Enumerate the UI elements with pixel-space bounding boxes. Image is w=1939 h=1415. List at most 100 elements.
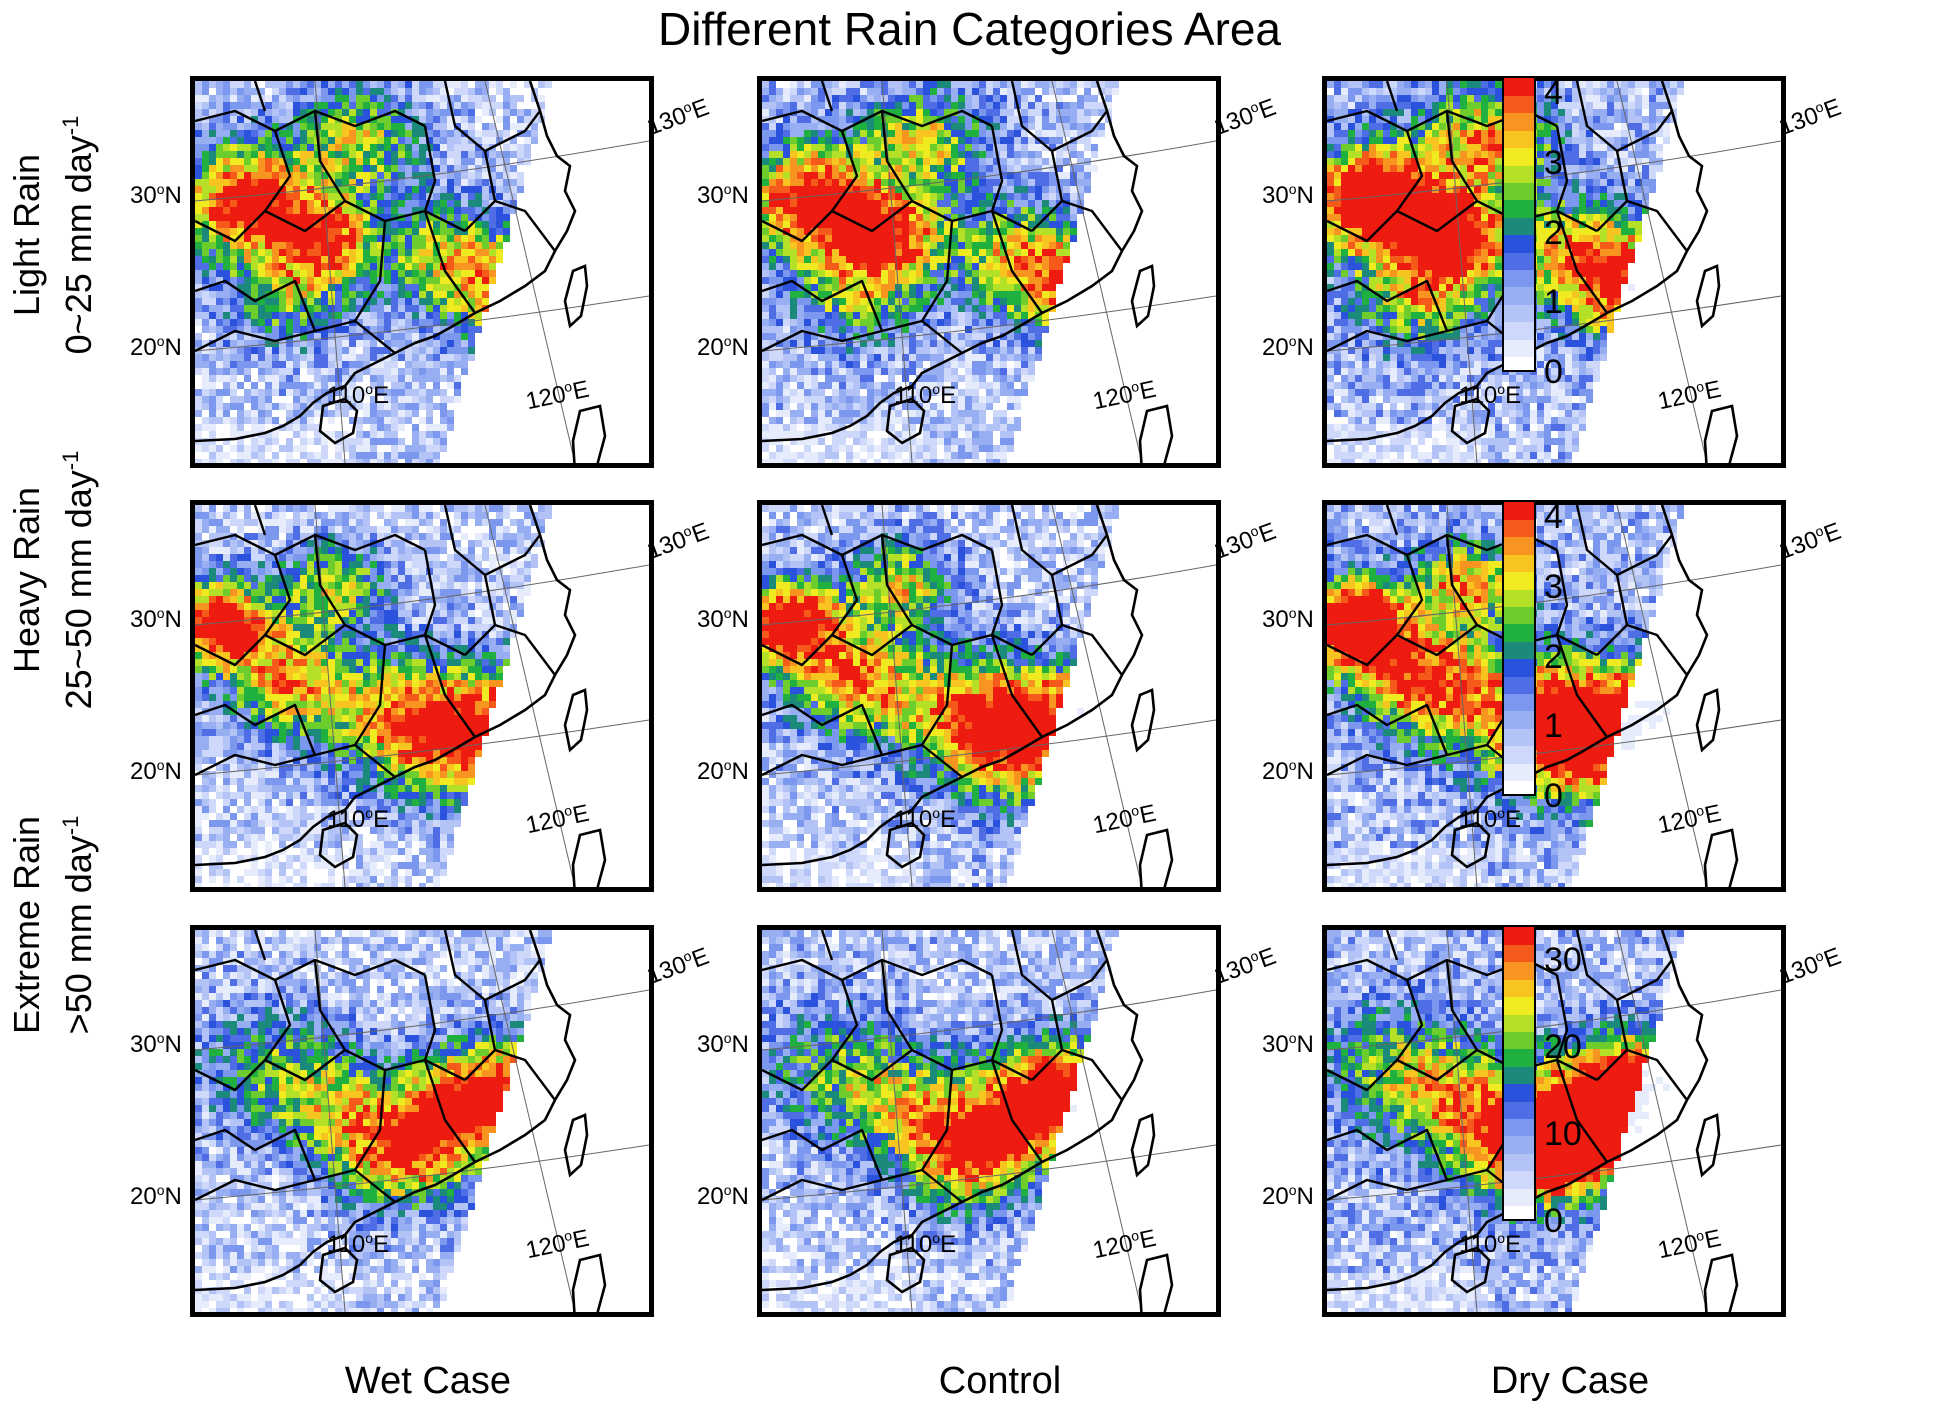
province-boundaries <box>195 505 556 778</box>
luzon-island <box>1703 404 1739 463</box>
colorbar-tick: 3 <box>1544 146 1563 180</box>
hainan-island <box>318 821 359 869</box>
lon-tick-110e: 110oE <box>327 376 389 409</box>
column-label-wet: Wet Case <box>228 1360 628 1403</box>
colorbar-segment <box>1504 536 1534 555</box>
map-panel-light-wet <box>190 76 654 468</box>
colorbar-tick: 1 <box>1544 285 1563 319</box>
colorbar-segment <box>1504 1066 1534 1085</box>
taiwan-island <box>1130 264 1156 329</box>
colorbar-segment <box>1504 571 1534 590</box>
colorbar-segment <box>1504 269 1534 288</box>
colorbar-segment <box>1504 339 1534 358</box>
taiwan-island <box>1695 1113 1721 1178</box>
colorbar-segment <box>1504 1205 1534 1219</box>
map-panel-light-dry <box>1322 76 1786 468</box>
colorbar-segment <box>1504 1014 1534 1032</box>
coastline <box>1327 930 1709 1292</box>
luzon-island <box>1138 404 1174 463</box>
colorbar-segment <box>1504 1101 1534 1120</box>
coastline <box>195 81 577 443</box>
lat-tick-20n: 20oN <box>130 752 182 785</box>
luzon-island <box>1703 1253 1739 1312</box>
taiwan-island <box>563 264 589 329</box>
lon-tick-110e: 110oE <box>894 1225 956 1258</box>
province-boundaries <box>195 81 556 354</box>
lat-tick-20n: 20oN <box>1262 328 1314 361</box>
colorbar-segment <box>1504 1031 1534 1050</box>
colorbar-tick: 20 <box>1544 1030 1582 1064</box>
colorbar-segment <box>1504 763 1534 782</box>
lat-tick-30n: 30oN <box>1262 176 1314 209</box>
row-label-extreme-line2: >50 mm day-1 <box>49 745 101 1105</box>
colorbar-segment <box>1504 554 1534 573</box>
luzon-island <box>571 1253 607 1312</box>
colorbar-segment <box>1504 217 1534 236</box>
lat-tick-30n: 30oN <box>697 600 749 633</box>
coastline <box>762 930 1144 1292</box>
colorbar-segment <box>1504 927 1534 945</box>
colorbar-segment <box>1504 112 1534 131</box>
rain-field <box>762 505 1216 887</box>
colorbar-segment <box>1504 1118 1534 1137</box>
map-panel-heavy-control <box>757 500 1221 892</box>
rain-field <box>1327 81 1781 463</box>
row-label-light: Light Rain 0~25 mm day-1 <box>5 55 99 415</box>
province-boundaries <box>762 81 1123 354</box>
colorbar-segment <box>1504 147 1534 166</box>
colorbar-segment <box>1504 589 1534 607</box>
lat-tick-30n: 30oN <box>1262 600 1314 633</box>
colorbar-tick: 0 <box>1544 779 1563 813</box>
colorbar-tick: 2 <box>1544 640 1563 674</box>
lat-tick-30n: 30oN <box>130 1025 182 1058</box>
row-label-light-line1: Light Rain <box>5 55 49 415</box>
province-boundaries <box>195 930 556 1203</box>
colorbar-tick: 3 <box>1544 570 1563 604</box>
colorbar-tick: 0 <box>1544 1204 1563 1238</box>
lat-tick-20n: 20oN <box>130 1177 182 1210</box>
colorbar-segment <box>1504 780 1534 794</box>
map-panel-light-control <box>757 76 1221 468</box>
lat-tick-20n: 20oN <box>697 752 749 785</box>
colorbar-segment <box>1504 676 1534 695</box>
colorbar-segment <box>1504 78 1534 96</box>
taiwan-island <box>1695 264 1721 329</box>
colorbar-tick: 2 <box>1544 216 1563 250</box>
colorbar-segment <box>1504 1170 1534 1189</box>
figure-title: Different Rain Categories Area <box>0 2 1939 56</box>
row-label-light-line2: 0~25 mm day-1 <box>49 55 101 415</box>
coastline <box>762 81 1144 443</box>
row-label-heavy-line2: 25~50 mm day-1 <box>49 400 101 760</box>
colorbar-segment <box>1504 519 1534 538</box>
colorbar-segment <box>1504 130 1534 149</box>
coastline <box>1327 505 1709 867</box>
colorbar-segment <box>1504 1083 1534 1102</box>
lon-tick-110e: 110oE <box>894 376 956 409</box>
colorbar-segment <box>1504 321 1534 340</box>
province-boundaries <box>762 930 1123 1203</box>
colorbar-tick: 4 <box>1544 500 1563 534</box>
colorbar-segment <box>1504 1048 1534 1067</box>
colorbar-tick: 0 <box>1544 355 1563 389</box>
map-panel-extreme-wet <box>190 925 654 1317</box>
colorbar-segment <box>1504 979 1534 998</box>
map-panel-heavy-wet <box>190 500 654 892</box>
colorbar-segment <box>1504 234 1534 253</box>
column-label-dry: Dry Case <box>1370 1360 1770 1403</box>
lon-tick-110e: 110oE <box>327 1225 389 1258</box>
hainan-island <box>885 1246 926 1294</box>
lat-tick-30n: 30oN <box>697 1025 749 1058</box>
colorbar-segment <box>1504 961 1534 980</box>
lon-tick-110e: 110oE <box>1459 376 1521 409</box>
map-panel-heavy-dry <box>1322 500 1786 892</box>
luzon-island <box>571 828 607 887</box>
rain-field <box>195 81 649 463</box>
colorbar-segment <box>1504 710 1534 729</box>
hainan-island <box>1450 821 1491 869</box>
lon-tick-110e: 110oE <box>327 800 389 833</box>
colorbar-tick: 30 <box>1544 943 1582 977</box>
taiwan-island <box>1130 1113 1156 1178</box>
luzon-island <box>1138 1253 1174 1312</box>
row-label-heavy: Heavy Rain 25~50 mm day-1 <box>5 400 99 760</box>
taiwan-island <box>563 688 589 753</box>
